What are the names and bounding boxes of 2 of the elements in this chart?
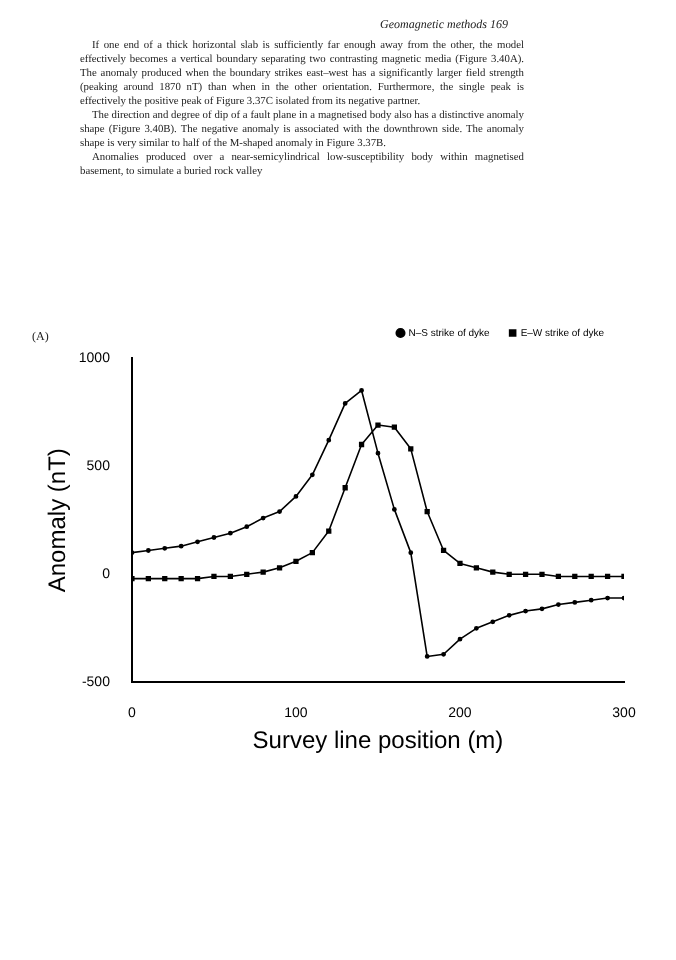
y-axis-title: Anomaly (nT) bbox=[43, 448, 72, 593]
x-axis-title: Survey line position (m) bbox=[252, 726, 504, 755]
